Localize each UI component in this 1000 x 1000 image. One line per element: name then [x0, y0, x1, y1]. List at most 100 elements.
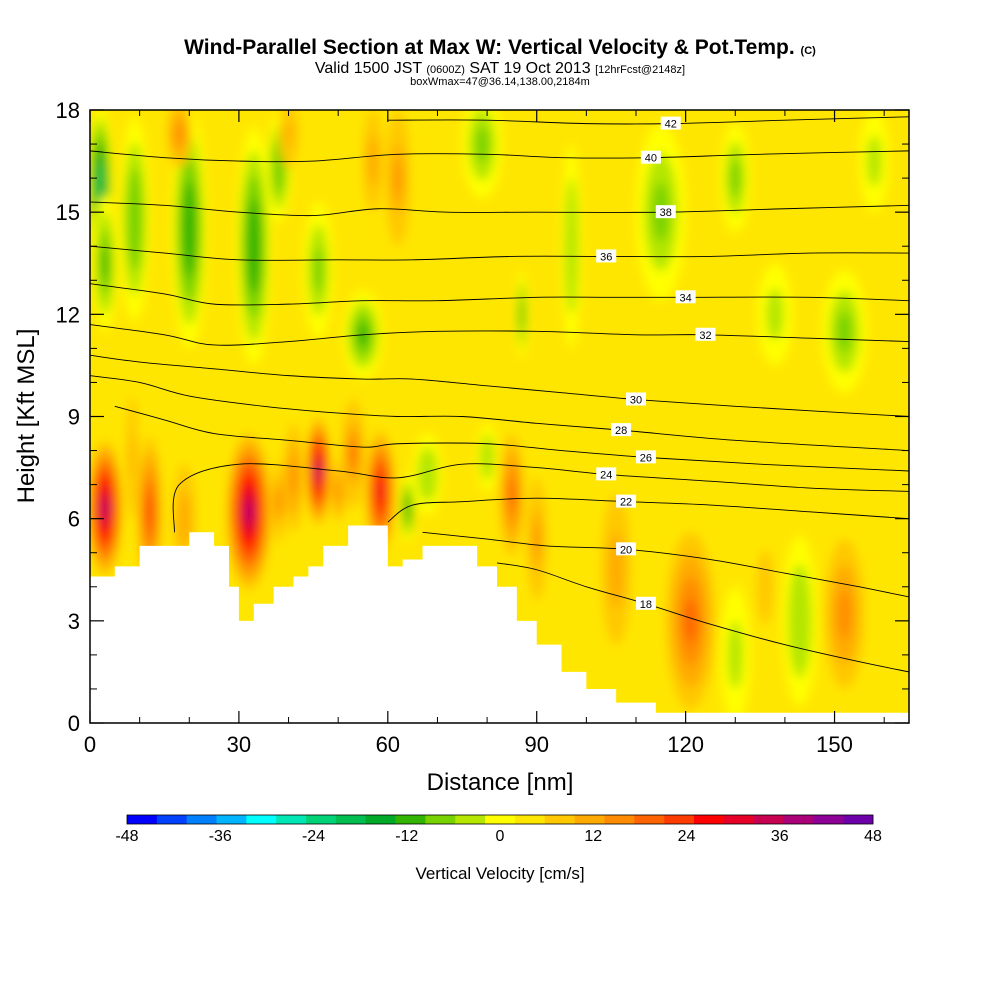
colorbar-swatch [693, 815, 725, 824]
colorbar-tick-label: -24 [301, 828, 326, 845]
velocity-cell-4 [246, 503, 252, 521]
y-tick-label: 6 [68, 507, 80, 532]
velocity-cell-6 [290, 459, 297, 496]
contour-label-30: 30 [630, 394, 642, 406]
x-tick-label: 30 [227, 732, 251, 757]
contour-label-34: 34 [680, 292, 692, 304]
colorbar-swatch [664, 815, 695, 824]
velocity-cell-24 [313, 247, 324, 293]
theta-contour-26 [114, 405, 909, 472]
subtitle-forecast: [12hrFcst@2148z] [595, 64, 686, 76]
subtitle-zulu: (0600Z) [426, 64, 465, 76]
colorbar-tick-label: -36 [208, 828, 232, 845]
contour-label-24: 24 [600, 469, 612, 481]
velocity-cell-2 [147, 496, 153, 527]
contour-label-box-22 [616, 494, 637, 508]
velocity-cell-25 [406, 501, 410, 516]
contour-label-32: 32 [699, 330, 711, 342]
velocity-cell-5 [277, 493, 281, 510]
velocity-cell-10 [378, 482, 383, 501]
theta-contour-30 [90, 354, 909, 417]
contour-label-42: 42 [665, 119, 677, 131]
contour-label-box-24 [596, 467, 617, 481]
contour-label-36: 36 [600, 251, 612, 263]
velocity-cell-42 [727, 620, 743, 689]
plot-area: 18 20 22 24 26 28 30 32 34 36 38 40 42 [90, 110, 909, 723]
box-wmax-info: boxWmax=47@36.14,138.00,2184m [410, 76, 590, 88]
colorbar-frame [126, 814, 874, 825]
colorbar-swatch [335, 815, 367, 824]
colorbar-swatch [574, 815, 605, 824]
velocity-cell-11 [508, 479, 516, 511]
velocity-cell-19 [130, 193, 139, 245]
contour-label-box-34 [675, 290, 696, 304]
velocity-cell-29 [568, 212, 575, 281]
theta-contour-20 [422, 531, 909, 598]
colorbar-swatch [276, 815, 307, 824]
contour-label-box-42 [660, 116, 681, 130]
theta-contour-40 [90, 150, 909, 163]
contour-label-box-40 [640, 150, 661, 164]
colorbar-swatch [246, 815, 277, 824]
contour-label-box-18 [635, 596, 656, 610]
y-axis-label: Height [Kft MSL] [13, 329, 40, 504]
y-tick-label: 9 [68, 405, 80, 430]
title-copyright: (C) [800, 45, 816, 57]
colorbar-swatch [485, 815, 516, 824]
chart-title: Wind-Parallel Section at Max W: Vertical… [0, 36, 1000, 60]
title-main: Wind-Parallel Section at Max W: Vertical… [184, 36, 795, 59]
theta-contour-36 [90, 245, 909, 261]
colorbar-swatch [843, 815, 874, 824]
colorbar-title: Vertical Velocity [cm/s] [415, 864, 585, 883]
contour-label-box-32 [695, 327, 716, 341]
theta-contours [90, 116, 909, 673]
velocity-cell-39 [285, 122, 292, 146]
y-tick-label: 12 [56, 302, 80, 327]
contour-label-box-20 [616, 542, 637, 556]
colorbar-tick-label: 12 [584, 828, 603, 845]
y-tick-label: 15 [56, 200, 80, 225]
y-tick-label: 18 [56, 98, 80, 123]
contour-label-18: 18 [640, 599, 652, 611]
theta-contour-34 [90, 283, 909, 306]
velocity-cell-22 [275, 154, 282, 182]
colorbar-swatch [455, 815, 486, 824]
velocity-cell-3 [178, 491, 191, 546]
contour-label-box-38 [655, 205, 676, 219]
velocity-cell-18 [101, 246, 108, 281]
x-tick-label: 60 [376, 732, 400, 757]
contour-label-box-28 [611, 423, 632, 437]
x-tick-label: 90 [524, 732, 548, 757]
colorbar-swatch [365, 815, 396, 824]
subtitle-date: SAT 19 Oct 2013 [469, 60, 591, 77]
theta-contour-32 [90, 324, 909, 346]
velocity-cell-35 [521, 406, 602, 475]
theta-contour-38 [90, 201, 909, 217]
colorbar-tick-label: 24 [677, 828, 696, 845]
theta-contour-42 [387, 116, 909, 125]
contour-label-20: 20 [620, 544, 632, 556]
colorbar-swatch [127, 815, 158, 824]
terrain-mask [90, 525, 909, 723]
velocity-cell-28 [475, 125, 489, 163]
colorbar-tick-label: -12 [395, 828, 419, 845]
x-axis-label: Distance [nm] [427, 769, 574, 796]
theta-contour-28 [90, 375, 909, 452]
colorbar-swatch [514, 815, 546, 824]
contour-label-box-26 [635, 450, 656, 464]
contour-label-box-30 [626, 392, 646, 406]
colorbar-swatch [156, 815, 187, 824]
velocity-cell-34 [866, 135, 882, 187]
contour-label-26: 26 [640, 452, 652, 464]
colorbar-tick-label: -48 [115, 828, 139, 845]
subtitle-valid: Valid 1500 JST [314, 60, 422, 77]
velocity-cell-37 [367, 135, 378, 187]
colorbar-swatch [813, 815, 844, 824]
velocity-cell-41 [794, 592, 806, 650]
velocity-cell-0 [102, 500, 107, 517]
colorbar-swatch [723, 815, 754, 824]
velocity-cell-32 [766, 288, 784, 340]
velocity-cell-33 [837, 310, 852, 352]
colorbar-swatch [544, 815, 575, 824]
